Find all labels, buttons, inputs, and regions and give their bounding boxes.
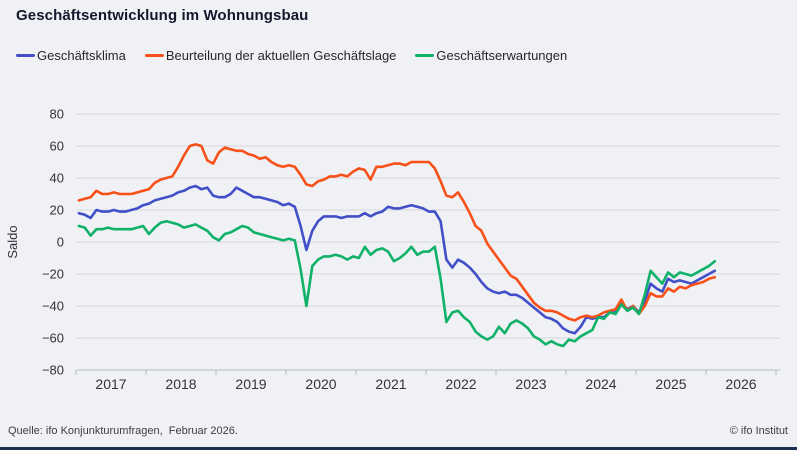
- x-tick-label-2023: 2023: [515, 376, 546, 392]
- x-tick-label-2024: 2024: [585, 376, 616, 392]
- legend-line-klima-icon: [16, 54, 35, 57]
- x-tick-label-2026: 2026: [725, 376, 756, 392]
- y-tick-label: 80: [50, 107, 64, 122]
- y-tick-label: −80: [42, 363, 64, 378]
- legend-line-erwartungen-icon: [415, 54, 435, 57]
- y-tick-label: −40: [42, 299, 64, 314]
- x-tick-label-2017: 2017: [95, 376, 126, 392]
- legend-label-geschaeftslage: Beurteilung der aktuellen Geschäftslage: [165, 48, 397, 63]
- legend-label-geschaeftsklima: Geschäftsklima: [37, 48, 126, 63]
- legend-item-geschaeftserwartungen: Geschäftserwartungen: [415, 48, 567, 63]
- x-tick-label-2020: 2020: [305, 376, 336, 392]
- legend-line-lage-icon: [144, 54, 164, 57]
- x-tick-label-2025: 2025: [655, 376, 686, 392]
- y-tick-label: −20: [42, 267, 64, 282]
- legend-item-geschaeftslage: Beurteilung der aktuellen Geschäftslage: [144, 48, 397, 63]
- y-tick-label: 40: [50, 171, 64, 186]
- legend: Geschäftsklima Beurteilung der aktuellen…: [16, 48, 567, 63]
- source-note: Quelle: ifo Konjunkturumfragen, Februar …: [8, 425, 238, 437]
- legend-label-geschaeftserwartungen: Geschäftserwartungen: [436, 48, 568, 63]
- copyright-note: © ifo Institut: [729, 425, 788, 437]
- x-tick-label-2019: 2019: [235, 376, 266, 392]
- page-title: Geschäftsentwicklung im Wohnungsbau: [16, 7, 309, 24]
- y-tick-label: 0: [57, 235, 64, 250]
- y-tick-label: 20: [50, 203, 64, 218]
- y-tick-label: −60: [42, 331, 64, 346]
- legend-item-geschaeftsklima: Geschäftsklima: [16, 48, 126, 63]
- series-line-erwartungen: [77, 219, 717, 348]
- y-axis-title: Saldo: [5, 225, 20, 258]
- x-tick-label-2022: 2022: [445, 376, 476, 392]
- series-line-lage: [77, 143, 717, 322]
- bottom-accent-bar: [0, 447, 797, 450]
- x-tick-label-2021: 2021: [375, 376, 406, 392]
- y-tick-label: 60: [50, 139, 64, 154]
- x-tick-label-2018: 2018: [165, 376, 196, 392]
